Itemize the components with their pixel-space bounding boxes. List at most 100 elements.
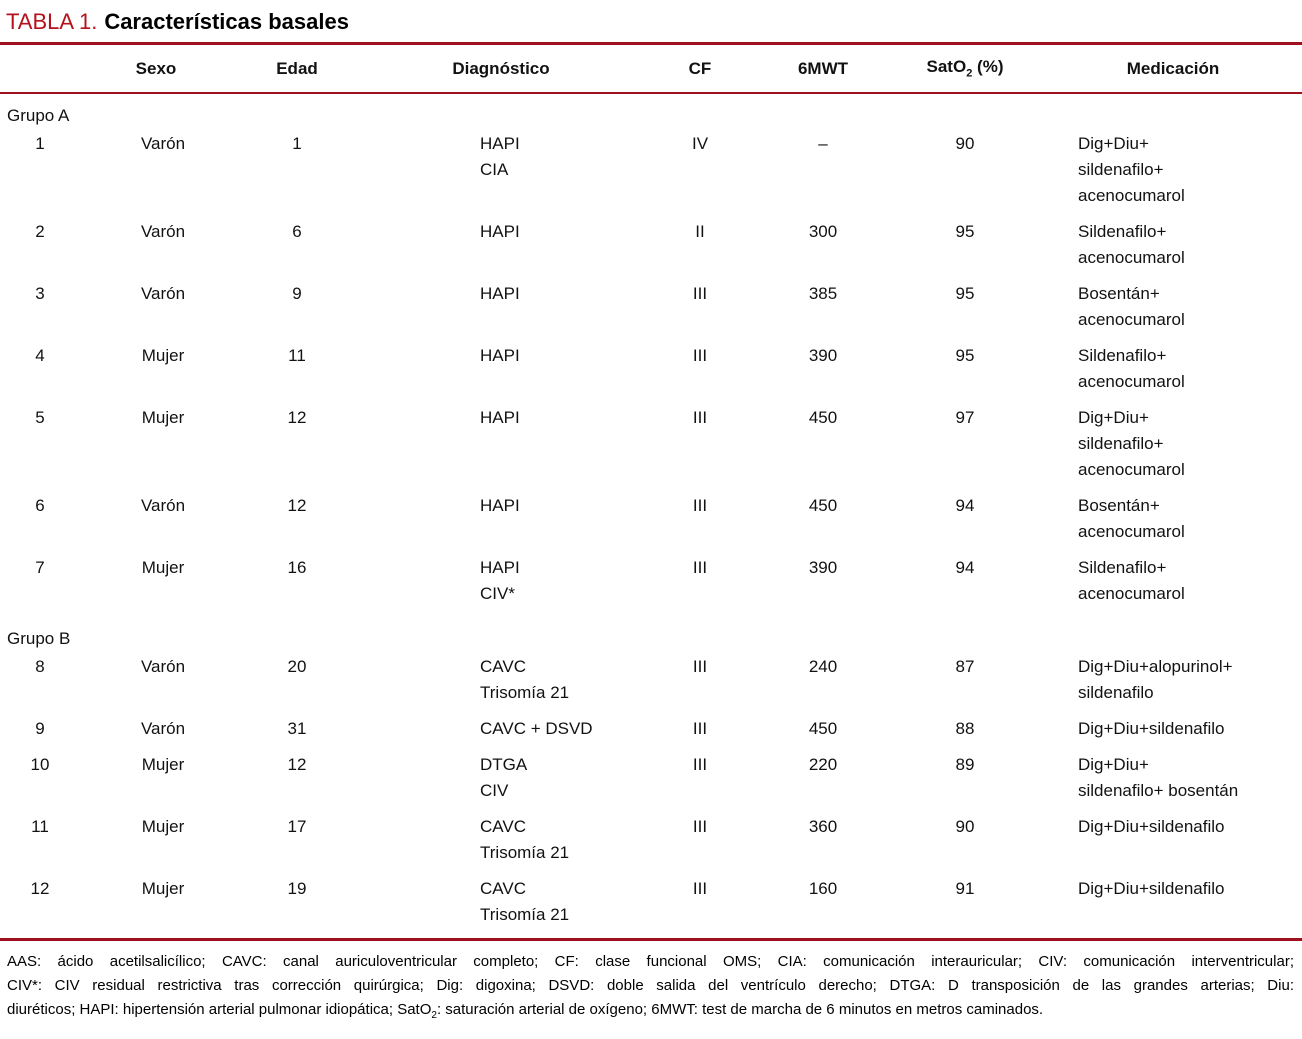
group-label: Grupo A — [7, 106, 70, 125]
cell-diagnostico: CAVC + DSVD — [480, 719, 593, 738]
page-title: TABLA 1. Características basales — [0, 0, 1302, 42]
table-title-text: Características basales — [104, 9, 349, 34]
cell-6mwt: 300 — [808, 222, 838, 241]
cell-diagnostico: HAPI — [480, 408, 520, 427]
table-row: 9 Varón 31 CAVC + DSVD III 450 88 Dig+Di… — [0, 716, 1302, 752]
cell-sexo: Mujer — [141, 755, 185, 774]
cell-6mwt: – — [818, 134, 828, 153]
cell-sexo: Mujer — [141, 879, 185, 898]
cell-diagnostico: HAPI CIA — [480, 134, 520, 179]
cell-diagnostico: DTGA CIV — [480, 755, 528, 800]
cell-patient-number: 6 — [35, 496, 45, 515]
cell-sato2: 94 — [955, 496, 975, 515]
group-label: Grupo B — [7, 629, 71, 648]
cell-patient-number: 12 — [30, 879, 50, 898]
table-row: 12 Mujer 19 CAVC Trisomía 21 III 160 91 … — [0, 876, 1302, 938]
cell-patient-number: 1 — [35, 134, 45, 153]
cell-patient-number: 11 — [31, 817, 49, 836]
cell-cf: III — [692, 755, 708, 774]
table-header: Sexo Edad Diagnóstico CF 6MWT SatO2 (%) … — [0, 45, 1302, 94]
cell-sato2: 95 — [955, 222, 975, 241]
cell-edad: 9 — [292, 284, 302, 303]
cell-sato2: 89 — [955, 755, 975, 774]
cell-patient-number: 4 — [35, 346, 45, 365]
cell-6mwt: 360 — [808, 817, 838, 836]
cell-6mwt: 390 — [808, 558, 838, 577]
cell-patient-number: 3 — [35, 284, 45, 303]
table-row: 7 Mujer 16 HAPI CIV* III 390 94 Sildenaf… — [0, 555, 1302, 617]
cell-sexo: Mujer — [141, 346, 185, 365]
cell-cf: III — [692, 496, 708, 515]
footnote-sato2-subscript: 2 — [431, 1010, 437, 1021]
cell-patient-number: 9 — [35, 719, 45, 738]
cell-sexo: Varón — [140, 657, 186, 676]
cell-sato2: 88 — [955, 719, 975, 738]
col-header-sexo: Sexo — [80, 45, 232, 94]
table-row: 8 Varón 20 CAVC Trisomía 21 III 240 87 D… — [0, 654, 1302, 716]
col-header-edad: Edad — [232, 45, 362, 94]
cell-sexo: Varón — [140, 496, 186, 515]
table-row: 1 Varón 1 HAPI CIA IV – 90 Dig+Diu+ sild… — [0, 131, 1302, 219]
cell-sexo: Varón — [140, 134, 186, 153]
cell-sato2: 90 — [955, 817, 975, 836]
cell-sexo: Varón — [140, 284, 186, 303]
cell-edad: 12 — [287, 755, 307, 774]
col-header-sato2: SatO2 (%) — [886, 45, 1044, 94]
footnote: AAS: ácido acetilsalicílico; CAVC: canal… — [0, 941, 1302, 1028]
cell-patient-number: 10 — [30, 755, 50, 774]
cell-6mwt: 390 — [808, 346, 838, 365]
cell-sexo: Mujer — [141, 408, 185, 427]
col-header-empty — [0, 45, 80, 94]
cell-diagnostico: HAPI — [480, 346, 520, 365]
footnote-line-3-text: diuréticos; HAPI: hipertensión arterial … — [7, 1001, 432, 1018]
top-rule — [0, 42, 1302, 45]
cell-sato2: 91 — [955, 879, 975, 898]
cell-patient-number: 2 — [35, 222, 45, 241]
cell-edad: 17 — [287, 817, 307, 836]
header-row: Sexo Edad Diagnóstico CF 6MWT SatO2 (%) … — [0, 45, 1302, 94]
col-header-cf: CF — [640, 45, 760, 94]
cell-medicacion: Dig+Diu+sildenafilo — [1078, 719, 1225, 738]
cell-6mwt: 160 — [808, 879, 838, 898]
cell-cf: IV — [691, 134, 709, 153]
cell-sato2: 94 — [955, 558, 975, 577]
cell-cf: III — [692, 284, 708, 303]
cell-sexo: Varón — [140, 719, 186, 738]
cell-patient-number: 5 — [35, 408, 45, 427]
cell-medicacion: Dig+Diu+ sildenafilo+ bosentán — [1078, 755, 1239, 800]
table-body: Grupo A 1 Varón 1 HAPI CIA IV – 90 Dig+D… — [0, 93, 1302, 938]
footnote-line-1: AAS: ácido acetilsalicílico; CAVC: canal… — [7, 953, 1294, 970]
cell-medicacion: Dig+Diu+sildenafilo — [1078, 817, 1225, 836]
cell-sato2: 90 — [955, 134, 975, 153]
sato2-unit: (%) — [972, 57, 1004, 77]
cell-sexo: Varón — [140, 222, 186, 241]
cell-medicacion: Dig+Diu+alopurinol+ sildenafilo — [1078, 657, 1233, 702]
cell-6mwt: 450 — [808, 719, 838, 738]
cell-6mwt: 385 — [808, 284, 838, 303]
cell-6mwt: 220 — [808, 755, 838, 774]
group-label-row: Grupo A — [0, 93, 1302, 131]
cell-diagnostico: HAPI — [480, 496, 520, 515]
cell-diagnostico: CAVC Trisomía 21 — [480, 817, 570, 862]
cell-edad: 1 — [292, 134, 302, 153]
table-row: 3 Varón 9 HAPI III 385 95 Bosentán+ acen… — [0, 281, 1302, 343]
cell-patient-number: 7 — [35, 558, 45, 577]
cell-edad: 12 — [287, 496, 307, 515]
cell-edad: 19 — [287, 879, 307, 898]
cell-6mwt: 450 — [808, 496, 838, 515]
cell-diagnostico: CAVC Trisomía 21 — [480, 879, 570, 924]
cell-edad: 6 — [292, 222, 302, 241]
cell-diagnostico: HAPI — [480, 284, 520, 303]
cell-cf: III — [692, 558, 708, 577]
footnote-line-3: diuréticos; HAPI: hipertensión arterial … — [7, 998, 1294, 1028]
cell-patient-number: 8 — [35, 657, 45, 676]
cell-diagnostico: HAPI CIV* — [480, 558, 520, 603]
col-header-6mwt: 6MWT — [760, 45, 886, 94]
cell-medicacion: Bosentán+ acenocumarol — [1078, 496, 1185, 541]
cell-medicacion: Sildenafilo+ acenocumarol — [1078, 558, 1185, 603]
cell-sexo: Mujer — [141, 558, 185, 577]
bottom-rule — [0, 938, 1302, 941]
cell-edad: 16 — [287, 558, 307, 577]
cell-medicacion: Dig+Diu+sildenafilo — [1078, 879, 1225, 898]
